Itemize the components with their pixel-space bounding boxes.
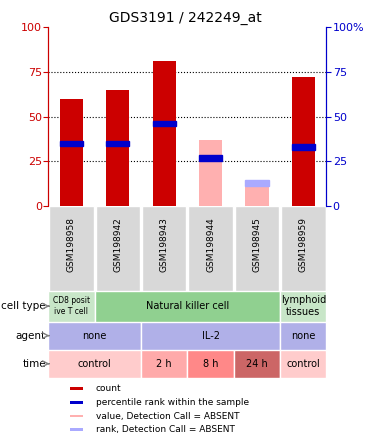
- Bar: [187, 350, 234, 378]
- FancyBboxPatch shape: [188, 206, 233, 291]
- Text: count: count: [96, 385, 121, 393]
- Text: CD8 posit
ive T cell: CD8 posit ive T cell: [53, 297, 90, 316]
- Text: time: time: [22, 359, 46, 369]
- FancyBboxPatch shape: [281, 206, 326, 291]
- FancyBboxPatch shape: [49, 206, 94, 291]
- Text: 2 h: 2 h: [156, 359, 172, 369]
- Text: Natural killer cell: Natural killer cell: [146, 301, 229, 311]
- Text: GSM198945: GSM198945: [252, 217, 262, 272]
- Bar: [280, 291, 326, 321]
- Text: control: control: [78, 359, 111, 369]
- Bar: [70, 428, 83, 431]
- Bar: [280, 321, 326, 350]
- Bar: [48, 291, 95, 321]
- Text: GDS3191 / 242249_at: GDS3191 / 242249_at: [109, 11, 262, 25]
- FancyBboxPatch shape: [142, 206, 187, 291]
- Text: GSM198944: GSM198944: [206, 217, 215, 272]
- Bar: [141, 321, 280, 350]
- FancyBboxPatch shape: [235, 206, 279, 291]
- Bar: [199, 155, 222, 161]
- Bar: [106, 90, 129, 206]
- Bar: [245, 186, 269, 206]
- Bar: [106, 141, 129, 146]
- Bar: [70, 415, 83, 417]
- Text: GSM198959: GSM198959: [299, 217, 308, 272]
- Bar: [152, 121, 176, 127]
- Text: percentile rank within the sample: percentile rank within the sample: [96, 398, 249, 407]
- Bar: [48, 350, 141, 378]
- Bar: [70, 401, 83, 404]
- Text: control: control: [286, 359, 320, 369]
- Bar: [48, 321, 141, 350]
- Bar: [95, 291, 280, 321]
- Text: none: none: [291, 331, 315, 341]
- Bar: [245, 180, 269, 186]
- Text: agent: agent: [16, 331, 46, 341]
- Bar: [292, 77, 315, 206]
- Text: value, Detection Call = ABSENT: value, Detection Call = ABSENT: [96, 412, 239, 420]
- Text: rank, Detection Call = ABSENT: rank, Detection Call = ABSENT: [96, 425, 234, 434]
- Text: none: none: [82, 331, 107, 341]
- Text: cell type: cell type: [1, 301, 46, 311]
- Bar: [141, 350, 187, 378]
- Bar: [234, 350, 280, 378]
- Text: GSM198958: GSM198958: [67, 217, 76, 272]
- Bar: [199, 140, 222, 206]
- Bar: [280, 350, 326, 378]
- Text: lymphoid
tissues: lymphoid tissues: [281, 295, 326, 317]
- Bar: [70, 388, 83, 390]
- Bar: [152, 61, 176, 206]
- Bar: [60, 141, 83, 146]
- Bar: [60, 99, 83, 206]
- Text: GSM198943: GSM198943: [160, 217, 169, 272]
- FancyBboxPatch shape: [96, 206, 140, 291]
- Bar: [292, 144, 315, 150]
- Text: GSM198942: GSM198942: [113, 217, 122, 272]
- Text: 8 h: 8 h: [203, 359, 218, 369]
- Text: 24 h: 24 h: [246, 359, 268, 369]
- Text: IL-2: IL-2: [201, 331, 220, 341]
